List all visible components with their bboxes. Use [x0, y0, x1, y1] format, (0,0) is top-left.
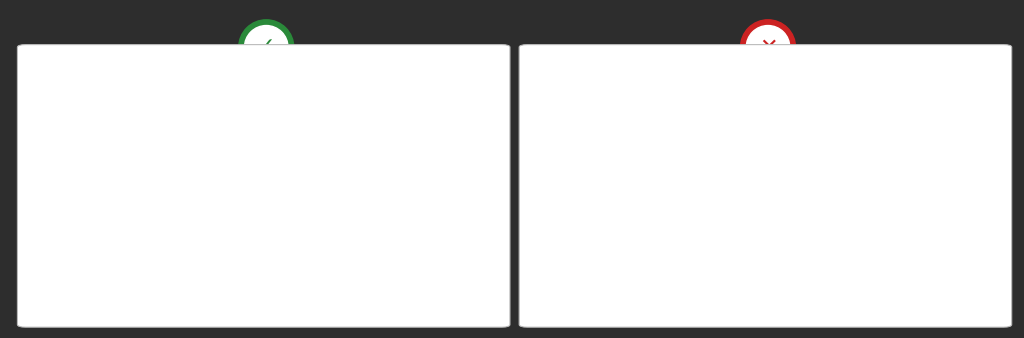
Text: ✓: ✓ [257, 37, 275, 57]
Circle shape [746, 26, 790, 69]
Text: ✕: ✕ [759, 37, 777, 57]
Circle shape [239, 20, 294, 75]
Circle shape [245, 26, 288, 69]
Circle shape [740, 20, 796, 75]
